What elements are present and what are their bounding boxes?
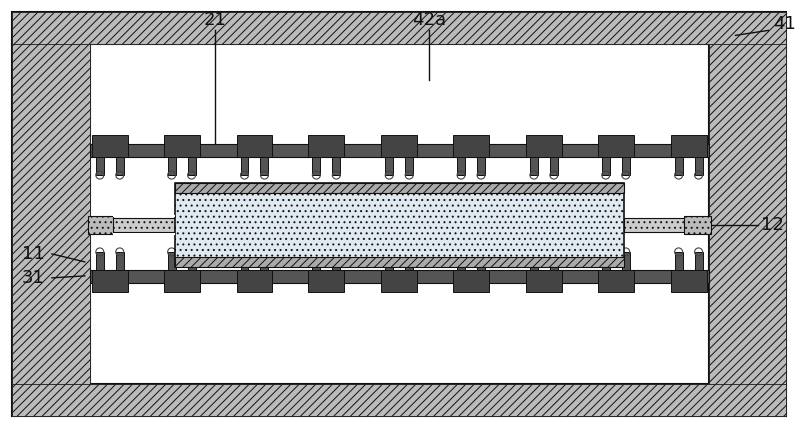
Bar <box>113 215 174 217</box>
Bar <box>382 270 417 292</box>
Bar <box>457 157 465 175</box>
Bar <box>90 45 709 383</box>
Bar <box>113 233 174 235</box>
Bar <box>90 270 709 283</box>
Bar <box>382 135 417 157</box>
Bar <box>91 214 110 236</box>
Bar <box>308 135 344 157</box>
Bar <box>241 252 249 270</box>
Bar <box>386 157 393 175</box>
Bar <box>332 252 340 270</box>
Bar <box>90 218 174 232</box>
Bar <box>602 157 610 175</box>
Bar <box>684 216 710 234</box>
Text: 42a: 42a <box>412 12 446 30</box>
Bar <box>405 157 413 175</box>
Bar <box>598 270 634 292</box>
Bar <box>92 135 128 157</box>
Bar <box>174 183 624 193</box>
Bar <box>530 157 538 175</box>
Bar <box>12 383 786 416</box>
Bar <box>405 252 413 270</box>
Bar <box>308 270 344 292</box>
Bar <box>96 252 104 270</box>
Bar <box>237 135 273 157</box>
Bar <box>674 157 682 175</box>
Bar <box>622 252 630 270</box>
Bar <box>168 157 176 175</box>
Bar <box>312 252 320 270</box>
Bar <box>92 270 128 292</box>
Bar <box>261 157 269 175</box>
Bar <box>12 12 786 45</box>
Bar <box>164 270 199 292</box>
Bar <box>88 216 113 234</box>
Bar <box>188 252 196 270</box>
Text: 41: 41 <box>774 15 796 33</box>
Text: 11: 11 <box>22 245 45 263</box>
Bar <box>622 157 630 175</box>
Bar <box>261 252 269 270</box>
Bar <box>241 157 249 175</box>
Bar <box>188 157 196 175</box>
Bar <box>624 218 709 232</box>
Bar <box>116 157 124 175</box>
Bar <box>12 45 90 383</box>
Bar <box>477 252 485 270</box>
Bar <box>332 157 340 175</box>
Bar <box>457 252 465 270</box>
Text: 31: 31 <box>22 269 45 287</box>
Text: 21: 21 <box>203 12 226 30</box>
Bar <box>116 252 124 270</box>
Text: 12: 12 <box>762 216 784 234</box>
Bar <box>550 252 558 270</box>
Bar <box>530 252 538 270</box>
Bar <box>174 257 624 267</box>
Bar <box>386 252 393 270</box>
Bar <box>670 135 706 157</box>
Bar <box>477 157 485 175</box>
Bar <box>453 270 489 292</box>
Bar <box>526 135 562 157</box>
Bar <box>90 144 709 157</box>
Bar <box>598 135 634 157</box>
Bar <box>550 157 558 175</box>
Bar <box>694 157 702 175</box>
Bar <box>670 270 706 292</box>
Bar <box>674 252 682 270</box>
Bar <box>526 270 562 292</box>
Bar <box>312 157 320 175</box>
Bar <box>174 183 624 267</box>
Bar <box>164 135 199 157</box>
Bar <box>453 135 489 157</box>
Bar <box>96 157 104 175</box>
Bar <box>694 252 702 270</box>
Bar <box>709 45 786 383</box>
Bar <box>602 252 610 270</box>
Bar <box>168 252 176 270</box>
Bar <box>237 270 273 292</box>
